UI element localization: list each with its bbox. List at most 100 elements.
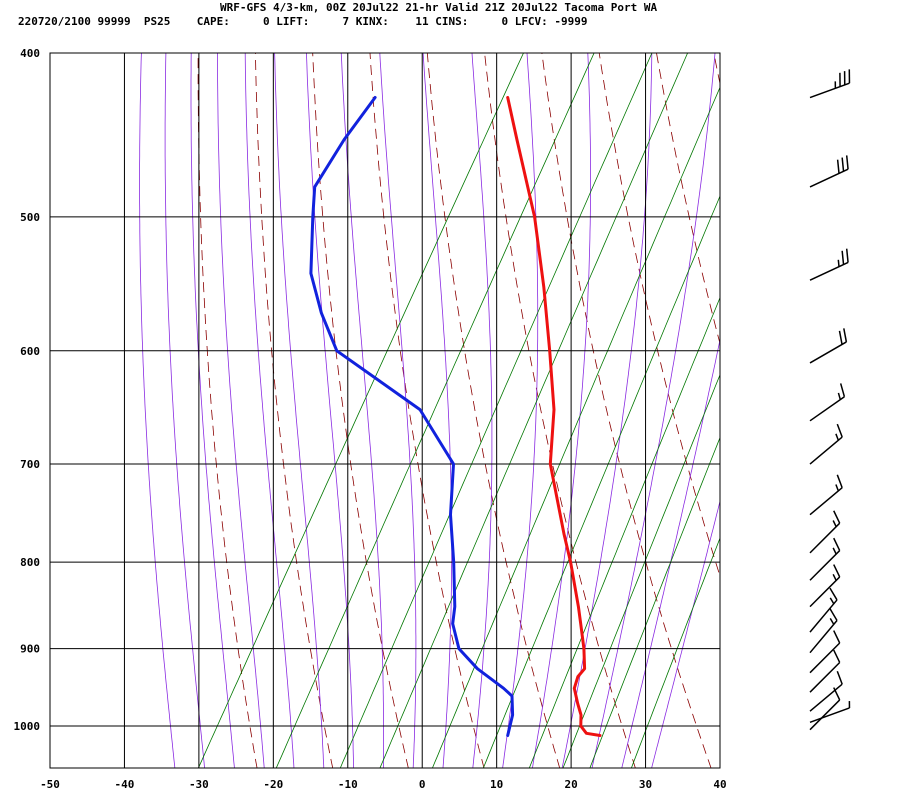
y-tick-label: 900 [20, 643, 40, 656]
barb-feather [832, 547, 837, 555]
dry-adiabat-line [426, 53, 561, 768]
barb-staff [809, 341, 847, 364]
temperature-profile [506, 96, 602, 737]
wind-barb [809, 328, 848, 364]
wind-barb [809, 587, 838, 633]
barb-feather [836, 159, 840, 174]
moist-adiabat-line [502, 53, 539, 768]
barb-feather [833, 537, 841, 551]
x-tick-label: 30 [639, 778, 652, 791]
mixing-ratio-line [339, 53, 653, 768]
barb-staff [809, 707, 850, 724]
wind-barb [809, 510, 841, 554]
dry-adiabat-line [312, 53, 409, 768]
mixing-ratio-line [589, 436, 720, 768]
moist-adiabat-line [471, 53, 493, 768]
barb-staff [809, 396, 845, 422]
y-tick-labels: 400 500 600 700 800 900 1000 [14, 47, 41, 733]
moist-adiabat-line [651, 499, 720, 768]
mixing-ratio-line [431, 86, 720, 768]
wind-barb [809, 701, 851, 724]
moist-adiabat-line [591, 53, 716, 768]
barb-feather [836, 423, 843, 438]
moist-adiabat-line [621, 338, 720, 768]
barb-staff [809, 661, 841, 693]
barb-feather [841, 157, 845, 172]
dry-adiabat-line [598, 53, 720, 578]
barb-feather [838, 330, 843, 345]
moist-adiabat-line [274, 53, 325, 768]
moist-adiabat-line [244, 53, 295, 768]
moist-adiabat-line [379, 53, 417, 768]
wind-barb [809, 69, 851, 99]
barb-feather [833, 564, 841, 578]
barb-feather [839, 383, 846, 397]
moist-adiabat-line [532, 53, 591, 768]
barb-feather [833, 510, 841, 524]
moist-adiabat-line [190, 53, 235, 768]
barb-feather [833, 687, 841, 701]
x-tick-label: 20 [564, 778, 577, 791]
dry-adiabat-line [820, 15, 900, 769]
x-tick-label: 40 [713, 778, 726, 791]
wind-barb [809, 423, 843, 465]
y-tick-label: 500 [20, 211, 40, 224]
barb-staff [809, 620, 838, 654]
barb-staff [809, 487, 843, 516]
x-tick-label: -50 [40, 778, 60, 791]
wind-barb [809, 671, 843, 712]
dry-adiabat-line [656, 53, 720, 346]
barb-staff [809, 168, 849, 188]
dry-adiabat-line [369, 53, 485, 768]
barb-feather [829, 608, 838, 621]
barb-feather [845, 155, 849, 170]
dewpoint-profile [309, 96, 515, 737]
mixing-ratio-line [562, 373, 720, 768]
barb-staff [809, 82, 850, 99]
wind-barb [809, 649, 841, 693]
barb-feather [836, 474, 843, 488]
y-tick-label: 1000 [14, 720, 41, 733]
x-tick-label: 10 [490, 778, 503, 791]
dry-adiabat-line [254, 53, 334, 768]
wind-barb [809, 155, 849, 188]
mixing-ratio-line [197, 53, 524, 768]
barb-feather [832, 520, 837, 528]
barb-feather [829, 618, 835, 625]
x-tick-label: -10 [338, 778, 358, 791]
x-tick-label: 0 [419, 778, 426, 791]
barb-feather [829, 587, 838, 601]
wind-barb [809, 383, 846, 422]
x-tick-label: -30 [189, 778, 209, 791]
barb-feather [833, 630, 841, 644]
barb-staff [809, 261, 849, 281]
moist-adiabat-line [340, 53, 385, 768]
y-tick-label: 400 [20, 47, 40, 60]
wind-barb [809, 537, 841, 581]
sounding-indices: 220720/2100 99999 PS25 CAPE: 0 LIFT: 7 K… [18, 15, 588, 28]
moist-adiabat-line [164, 53, 206, 768]
wind-barb [809, 248, 849, 281]
x-tick-label: -20 [263, 778, 283, 791]
barb-feather [833, 649, 841, 663]
dry-adiabat-line [876, 15, 900, 769]
barb-staff [809, 699, 841, 731]
barb-staff [809, 642, 841, 674]
barb-feather [835, 484, 840, 492]
moist-adiabat-line [217, 53, 265, 768]
wind-barb [809, 564, 841, 608]
barb-staff [809, 599, 838, 633]
moist-adiabat-line [139, 53, 176, 768]
wind-barb [809, 687, 841, 731]
mixing-ratio-line [630, 537, 720, 768]
barb-staff [809, 683, 843, 712]
dry-adiabat-line [713, 53, 720, 86]
barb-feather [841, 250, 845, 265]
background-lines [139, 15, 900, 769]
x-tick-label: -40 [115, 778, 135, 791]
barb-staff [809, 436, 843, 465]
x-tick-labels: -50 -40 -30 -20 -10 0 10 20 30 40 [40, 778, 727, 791]
y-tick-label: 700 [20, 458, 40, 471]
grid [49, 52, 721, 768]
